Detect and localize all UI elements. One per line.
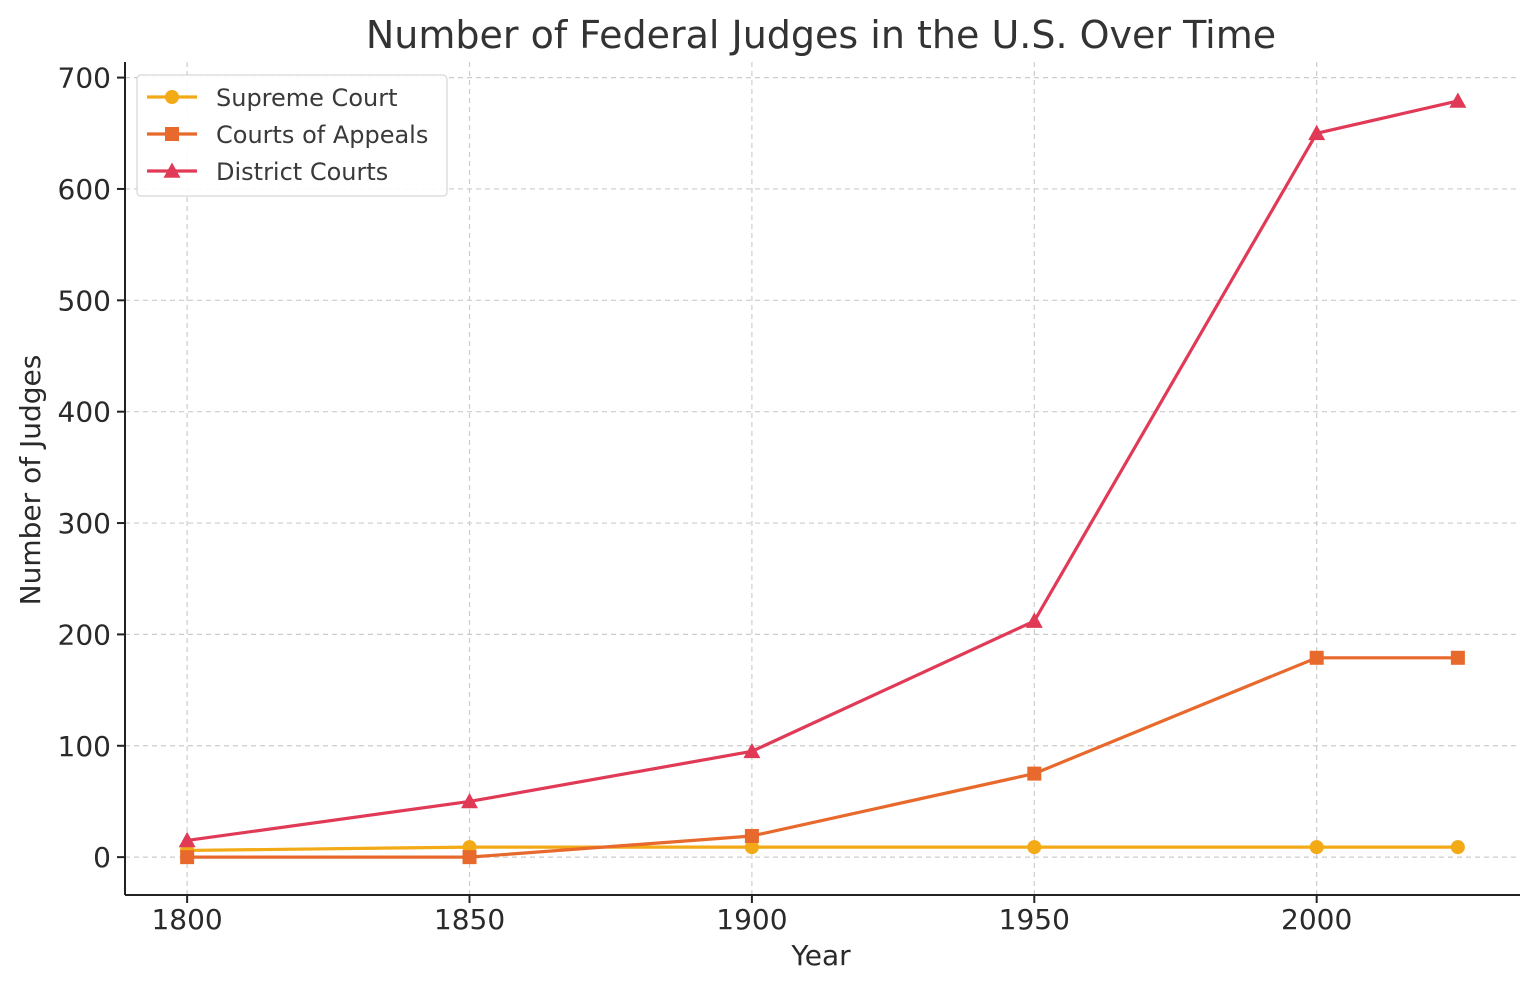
legend-marker-supreme-court [165,90,179,104]
data-point-courts-of-appeals [1309,650,1324,665]
x-tick-label: 1900 [716,903,787,936]
data-point-courts-of-appeals [1450,650,1465,665]
data-point-district-courts [1449,92,1467,108]
legend: Supreme Court Courts of Appeals District C… [136,74,448,197]
series-group [178,92,1467,865]
y-tick-label: 0 [93,841,111,874]
x-tick-label: 1950 [999,903,1070,936]
series-courts-of-appeals [180,650,1465,865]
series-line-supreme-court [187,845,1458,853]
axes [124,62,1520,896]
x-tick-label: 1850 [434,903,505,936]
y-tick-label: 100 [58,730,111,763]
series-line-district-courts [186,99,1459,843]
data-point-district-courts [743,742,761,759]
data-point-supreme-court [1027,840,1042,855]
y-tick-label: 200 [58,618,111,651]
x-tick-label: 2000 [1281,903,1352,936]
legend-marker-courts-of-appeals [165,127,179,141]
data-point-courts-of-appeals [462,850,477,865]
chart-title: Number of Federal Judges in the U.S. Ove… [366,13,1276,57]
series-supreme-court [180,840,1465,858]
y-axis-ticks: 0 100 200 300 400 500 600 700 [58,62,125,874]
legend-item-courts-of-appeals: Courts of Appeals [147,121,428,149]
data-point-district-courts [1308,124,1326,141]
data-point-courts-of-appeals [180,850,195,865]
legend-label: Supreme Court [216,84,398,112]
data-point-supreme-court [744,840,759,855]
y-tick-label: 700 [58,62,111,95]
y-tick-label: 400 [58,396,111,429]
legend-label: Courts of Appeals [216,121,428,149]
x-axis-ticks: 1800 1850 1900 1950 2000 [151,895,1352,936]
data-point-supreme-court [1450,840,1465,855]
data-point-courts-of-appeals [744,828,759,843]
series-line-courts-of-appeals [187,656,1458,859]
legend-box [136,74,448,197]
legend-item-district-courts: District Courts [147,158,388,186]
legend-item-supreme-court: Supreme Court [147,84,398,112]
y-tick-label: 500 [58,284,111,317]
legend-label: District Courts [216,158,388,186]
x-tick-label: 1800 [151,903,222,936]
y-tick-label: 300 [58,507,111,540]
data-point-district-courts [1025,612,1043,628]
data-point-district-courts [178,831,196,848]
y-tick-label: 600 [58,173,111,206]
gridlines [125,62,1520,895]
data-point-district-courts [461,792,479,809]
x-axis-label: Year [790,939,851,972]
y-axis-label: Number of Judges [14,355,47,606]
legend-marker-district-courts [163,162,181,178]
data-point-supreme-court [1309,840,1324,855]
data-point-courts-of-appeals [1027,766,1042,781]
series-district-courts [178,92,1467,848]
